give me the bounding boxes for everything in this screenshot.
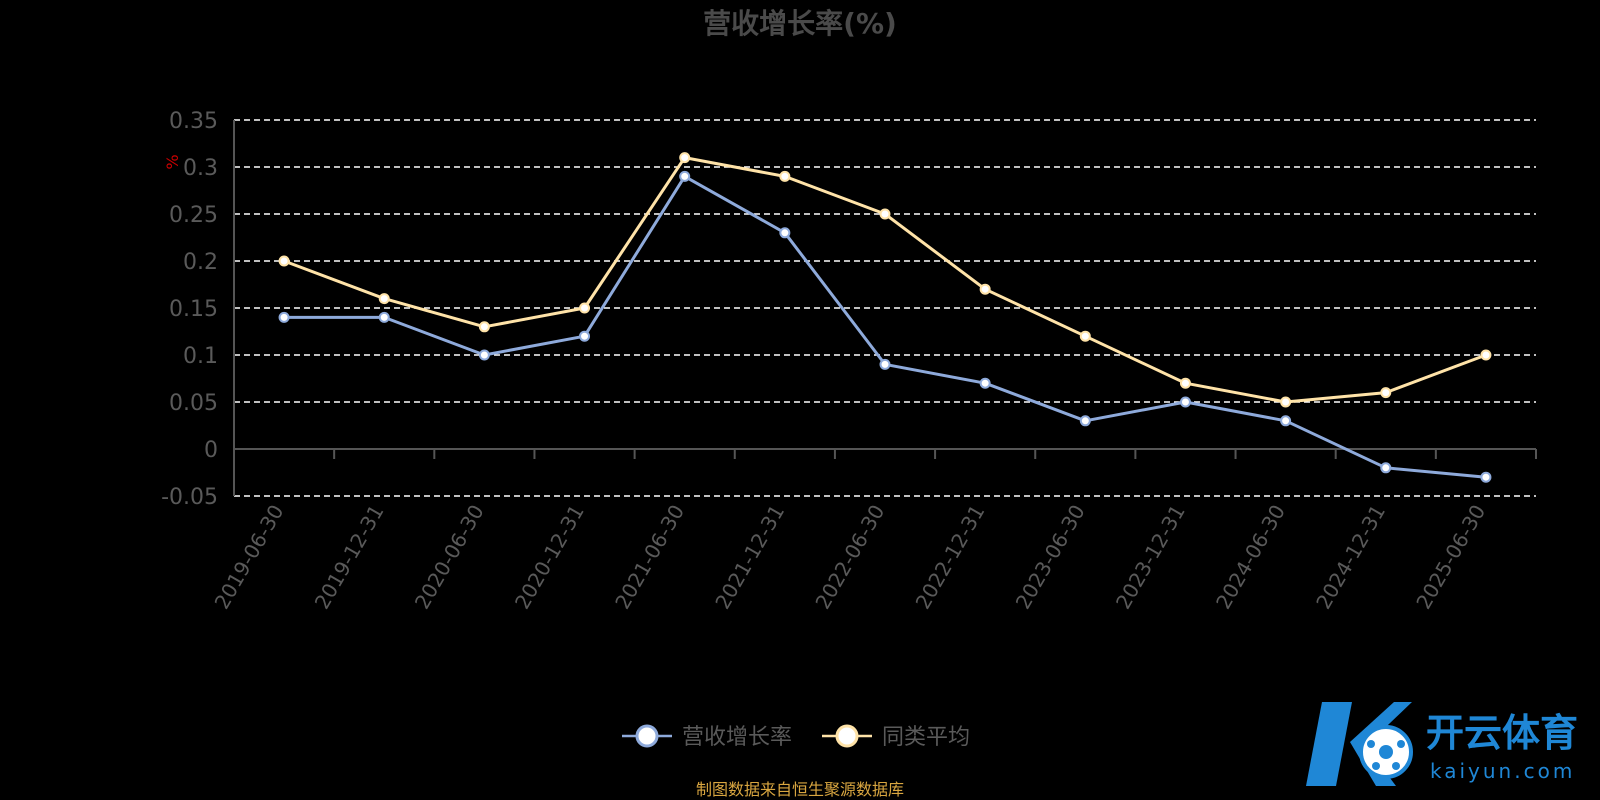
data-source-note: 制图数据来自恒生聚源数据库 <box>696 780 904 799</box>
legend-label-peer-average: 同类平均 <box>882 725 970 750</box>
x-tick-label: 2020-06-30 <box>410 501 489 614</box>
y-axis-unit: % <box>163 154 182 169</box>
y-tick-label: 0.2 <box>183 250 218 275</box>
x-tick-label: 2019-06-30 <box>210 501 289 614</box>
kaiyun-logo: 开云体育 kaiyun.com <box>1306 702 1578 786</box>
y-tick-label: 0.35 <box>169 109 218 134</box>
series-lines <box>278 152 1492 483</box>
kaiyun-logo-icon <box>1306 702 1413 786</box>
data-point-series-1[interactable] <box>579 330 591 342</box>
data-point-series-1[interactable] <box>378 311 390 323</box>
x-tick-label: 2020-12-31 <box>510 501 589 614</box>
y-tick-label: -0.05 <box>161 485 218 510</box>
data-point-series-2[interactable] <box>579 302 591 314</box>
x-tick-label: 2021-12-31 <box>710 501 789 614</box>
data-point-series-2[interactable] <box>1179 377 1191 389</box>
data-point-series-1[interactable] <box>779 227 791 239</box>
x-tick-label: 2024-06-30 <box>1211 501 1290 614</box>
legend-label-revenue-growth: 营收增长率 <box>682 725 792 750</box>
data-point-series-2[interactable] <box>378 293 390 305</box>
y-tick-label: 0.05 <box>169 391 218 416</box>
legend-item-peer-average[interactable]: 同类平均 <box>822 724 970 750</box>
data-point-series-2[interactable] <box>1380 387 1392 399</box>
y-tick-labels: 0.35 0.3 0.25 0.2 0.15 0.1 0.05 0 -0.05 <box>161 109 218 510</box>
data-point-series-1[interactable] <box>979 377 991 389</box>
x-tick-label: 2022-12-31 <box>911 500 990 613</box>
x-tick-label: 2023-06-30 <box>1011 501 1090 614</box>
legend-swatch-dot <box>835 724 859 748</box>
y-tick-label: 0.1 <box>183 344 218 369</box>
y-tick-label: 0.25 <box>169 203 218 228</box>
data-point-series-2[interactable] <box>1280 396 1292 408</box>
series-line-1 <box>284 174 1487 479</box>
data-point-series-2[interactable] <box>979 283 991 295</box>
legend-item-revenue-growth[interactable]: 营收增长率 <box>622 724 792 750</box>
data-point-series-2[interactable] <box>1079 330 1091 342</box>
data-point-series-1[interactable] <box>879 358 891 370</box>
data-point-series-1[interactable] <box>1079 415 1091 427</box>
data-point-series-1[interactable] <box>1380 462 1392 474</box>
x-tick-label: 2021-06-30 <box>610 501 689 614</box>
data-point-series-1[interactable] <box>1280 415 1292 427</box>
data-point-series-1[interactable] <box>1179 396 1191 408</box>
y-tick-label: 0.3 <box>183 156 218 181</box>
x-tick-label: 2025-06-30 <box>1411 501 1490 614</box>
data-point-series-2[interactable] <box>478 321 490 333</box>
x-tick-label: 2019-12-31 <box>310 501 389 614</box>
y-tick-label: 0 <box>204 438 218 463</box>
axes <box>233 120 1537 496</box>
data-point-series-2[interactable] <box>679 152 691 164</box>
y-tick-label: 0.15 <box>169 297 218 322</box>
data-point-series-1[interactable] <box>679 170 691 182</box>
x-tick-label: 2022-06-30 <box>810 501 889 614</box>
chart-title: 营收增长率(%) <box>703 7 897 40</box>
data-point-series-1[interactable] <box>278 311 290 323</box>
legend[interactable]: 营收增长率 同类平均 <box>622 724 970 750</box>
grid-lines <box>234 119 1536 497</box>
watermark-domain: kaiyun.com <box>1430 759 1575 783</box>
legend-swatch-dot <box>635 724 659 748</box>
x-tick-label: 2024-12-31 <box>1311 501 1390 614</box>
x-tick-label: 2023-12-31 <box>1111 501 1190 614</box>
data-point-series-1[interactable] <box>1480 471 1492 483</box>
data-point-series-2[interactable] <box>1480 349 1492 361</box>
data-point-series-2[interactable] <box>879 208 891 220</box>
data-point-series-1[interactable] <box>478 349 490 361</box>
data-point-series-2[interactable] <box>779 170 791 182</box>
watermark-brand: 开云体育 <box>1426 711 1578 755</box>
x-tick-labels: 2019-06-30 2019-12-31 2020-06-30 2020-12-31… <box>210 500 1491 613</box>
data-point-series-2[interactable] <box>278 255 290 267</box>
